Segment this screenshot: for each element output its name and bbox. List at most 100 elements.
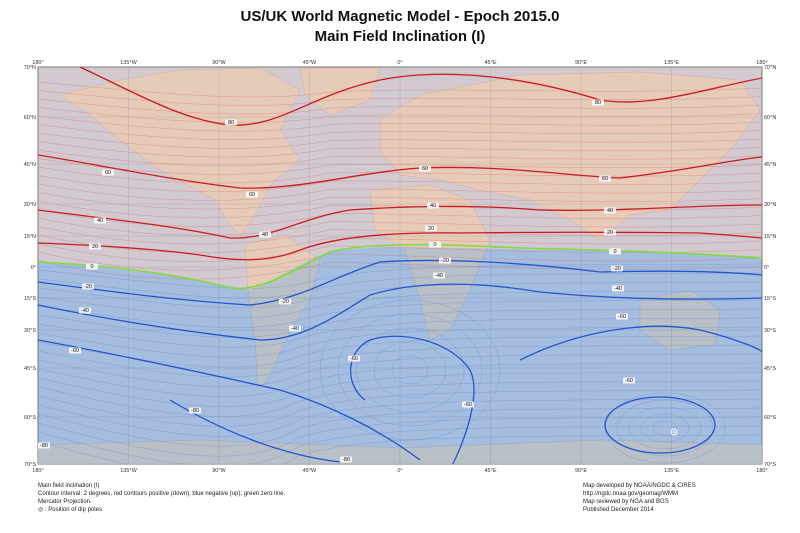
contour-value-label: -60: [350, 356, 358, 362]
thin-positive-contour: [38, 107, 762, 123]
thin-negative-contour: [38, 398, 762, 437]
south-dip-contour: [604, 396, 716, 454]
thin-negative-contour: [337, 313, 483, 427]
contour-value-label: 60: [249, 192, 255, 198]
contour-neg80: [169, 399, 341, 463]
contour-value-label: 60: [422, 166, 428, 172]
lat-tick-label: 30°S: [24, 328, 36, 334]
contour-neg40: [38, 283, 762, 341]
thin-positive-contour: [38, 98, 762, 115]
contour-label-bg: [102, 169, 114, 176]
thin-negative-contour: [38, 425, 762, 464]
thin-positive-contour: [38, 217, 762, 236]
contour-value-label: 80: [595, 100, 601, 106]
thin-positive-contour: [38, 115, 762, 132]
credit-line: Map reviewed by NGA and BGS: [583, 499, 669, 505]
thin-positive-contour: [38, 251, 762, 271]
thin-positive-contour: [38, 192, 762, 210]
lon-tick-label: 45°E: [485, 60, 497, 66]
contour-value-label: -20: [281, 299, 289, 305]
credit-line: Map developed by NOAA/NGDC & CIRES: [583, 483, 696, 489]
lon-tick-label: 135°W: [120, 468, 137, 474]
lat-tick-label: 45°S: [764, 366, 776, 372]
thin-negative-contour: [38, 389, 762, 427]
europe-asia: [379, 71, 761, 241]
lon-tick-label: 90°W: [212, 60, 226, 66]
contour-value-label: 80: [228, 120, 234, 126]
lon-tick-label: 45°E: [485, 468, 497, 474]
south-dip-pole-icon: [670, 428, 678, 436]
contour-80: [79, 67, 762, 126]
contour-label-bg: [429, 241, 441, 248]
thin-negative-contour: [38, 263, 762, 289]
lat-tick-label: 60°S: [764, 415, 776, 421]
contour-label-bg: [599, 175, 611, 182]
contour-label-bg: [279, 298, 291, 305]
thin-negative-contour: [355, 327, 465, 413]
lat-tick-label: 45°S: [24, 366, 36, 372]
thin-negative-contour: [391, 355, 429, 385]
thin-negative-contour: [38, 317, 762, 348]
lon-tick-label: 90°E: [575, 60, 587, 66]
map-subtitle: Main Field Inclination (I): [314, 28, 486, 45]
thin-negative-contour: [38, 308, 762, 338]
lat-tick-label: 70°S: [764, 462, 776, 468]
lat-tick-label: 45°N: [764, 162, 776, 168]
lon-tick-label: 90°E: [575, 468, 587, 474]
contour-label-bg: [433, 272, 445, 279]
thin-positive-contour: [38, 90, 762, 106]
thin-negative-contour: [319, 299, 501, 441]
contour-label-bg: [79, 307, 91, 314]
contour-label-bg: [462, 401, 474, 408]
contour-label-bg: [340, 456, 352, 463]
contour-label-bg: [289, 325, 301, 332]
contour-value-label: -60: [464, 402, 472, 408]
negative-region-tint: [38, 247, 762, 464]
contour-value-label: -80: [342, 457, 350, 463]
contour-value-label: -40: [291, 326, 299, 332]
thin-negative-contour: [38, 272, 762, 299]
north-america: [59, 67, 301, 236]
lat-tick-label: 0°: [31, 265, 36, 271]
lat-tick-label: 15°S: [24, 296, 36, 302]
lat-tick-label: 30°S: [764, 328, 776, 334]
thin-positive-contour: [38, 149, 762, 166]
thin-positive-contour: [38, 141, 762, 158]
thin-negative-contour: [616, 399, 714, 457]
thin-positive-contour: [38, 124, 762, 140]
contour-value-label: 20: [92, 244, 98, 250]
thin-positive-contour: [38, 243, 762, 262]
thin-positive-contour: [38, 166, 762, 184]
contour-label-bg: [259, 231, 271, 238]
contour-value-label: 40: [607, 208, 613, 214]
lon-tick-label: 135°E: [664, 468, 679, 474]
lon-tick-label: 90°W: [212, 468, 226, 474]
thin-contours: [38, 81, 762, 464]
contour-value-label: 40: [430, 203, 436, 209]
lon-tick-label: 135°E: [664, 60, 679, 66]
contour-value-label: -20: [613, 266, 621, 272]
lon-tick-label: 0°: [397, 60, 402, 66]
contour-value-label: -40: [614, 286, 622, 292]
contour-value-label: 20: [607, 230, 613, 236]
map-legend-notes: Main field inclination (I) Contour inter…: [38, 482, 285, 514]
thin-negative-contour: [628, 406, 702, 450]
legend-line: Contour interval: 2 degrees, red contour…: [38, 491, 286, 497]
thin-negative-contour: [38, 353, 762, 387]
contour-label-bg: [611, 265, 623, 272]
contour-neg20: [38, 259, 762, 306]
lat-tick-label: 0°: [764, 265, 769, 271]
contour-40: [38, 204, 762, 239]
thin-negative-contour: [640, 413, 690, 443]
contour-label-bg: [69, 347, 81, 354]
contour-label-bg: [225, 119, 237, 126]
legend-line: ◎ : Position of dip poles: [38, 507, 102, 513]
contour-label-bg: [425, 225, 437, 232]
graticule: [38, 67, 762, 464]
thin-negative-contour: [652, 420, 678, 436]
thin-positive-contour: [38, 132, 762, 149]
lat-tick-label: 15°N: [764, 234, 776, 240]
lat-tick-label: 60°N: [24, 115, 36, 121]
contour-value-label: 40: [262, 232, 268, 238]
